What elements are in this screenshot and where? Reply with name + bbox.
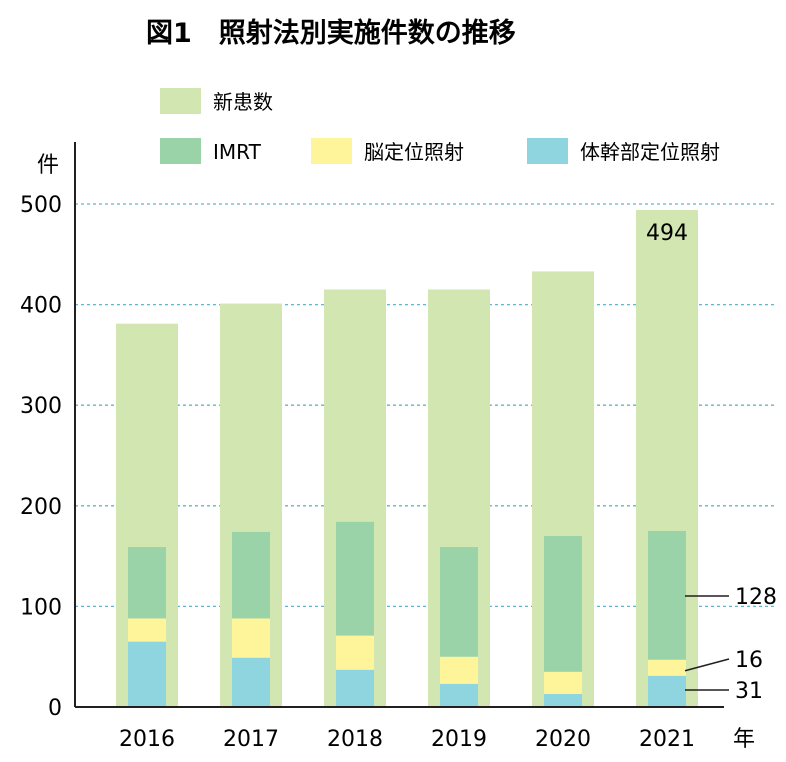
value-label-新患数: 494 [646, 221, 688, 246]
bar-imrt-2020 [544, 535, 582, 672]
legend-swatch-新患数 [160, 88, 201, 114]
legend-label-imrt: IMRT [213, 140, 262, 164]
y-tick-0: 0 [48, 696, 62, 721]
chart-title: 図1 照射法別実施件数の推移 [146, 17, 516, 49]
bar-脳定位照射-2021 [648, 659, 686, 676]
y-tick-100: 100 [20, 595, 62, 620]
x-tick-2021: 2021 [639, 727, 695, 752]
leader-line-脳定位照射 [684, 658, 730, 672]
bar-脳定位照射-2018 [336, 635, 374, 670]
bar-体幹部定位照射-2017 [232, 657, 270, 707]
x-axis-unit: 年 [733, 727, 755, 752]
legend-label-脳定位照射: 脳定位照射 [364, 140, 464, 164]
legend-swatch-体幹部定位照射 [527, 138, 568, 164]
x-tick-2017: 2017 [223, 727, 279, 752]
y-tick-200: 200 [20, 495, 62, 520]
bar-体幹部定位照射-2019 [440, 683, 478, 707]
bar-脳定位照射-2020 [544, 671, 582, 694]
legend-swatch-imrt [160, 138, 201, 164]
legend: 新患数 IMRT 脳定位照射 体幹部定位照射 [160, 88, 720, 164]
y-tick-400: 400 [20, 294, 62, 319]
bar-脳定位照射-2016 [128, 618, 166, 642]
bar-体幹部定位照射-2020 [544, 693, 582, 707]
bar-imrt-2018 [336, 521, 374, 636]
bar-imrt-2016 [128, 547, 166, 619]
bar-imrt-2017 [232, 531, 270, 619]
y-tick-labels: 0 100 200 300 400 500 [20, 193, 62, 721]
x-tick-labels: 2016 2017 2018 2019 2020 2021 [119, 727, 695, 752]
bar-imrt-2019 [440, 547, 478, 657]
y-axis-unit: 件 [37, 153, 59, 178]
legend-swatch-脳定位照射 [311, 138, 352, 164]
x-tick-2020: 2020 [535, 727, 591, 752]
bar-脳定位照射-2017 [232, 618, 270, 658]
value-label-体幹部定位照射: 31 [735, 679, 763, 704]
x-tick-2019: 2019 [431, 727, 487, 752]
legend-label-新患数: 新患数 [213, 90, 273, 114]
y-tick-300: 300 [20, 394, 62, 419]
bars [116, 210, 698, 707]
bar-体幹部定位照射-2018 [336, 669, 374, 707]
bar-体幹部定位照射-2021 [648, 675, 686, 707]
y-tick-500: 500 [20, 193, 62, 218]
bar-体幹部定位照射-2016 [128, 641, 166, 707]
x-tick-2018: 2018 [327, 727, 383, 752]
value-label-imrt: 128 [735, 585, 777, 610]
x-tick-2016: 2016 [119, 727, 175, 752]
annotations: 494 128 16 31 [646, 221, 777, 704]
bar-脳定位照射-2019 [440, 656, 478, 684]
legend-label-体幹部定位照射: 体幹部定位照射 [580, 140, 720, 164]
value-label-脳定位照射: 16 [735, 648, 763, 673]
bar-imrt-2021 [648, 530, 686, 660]
